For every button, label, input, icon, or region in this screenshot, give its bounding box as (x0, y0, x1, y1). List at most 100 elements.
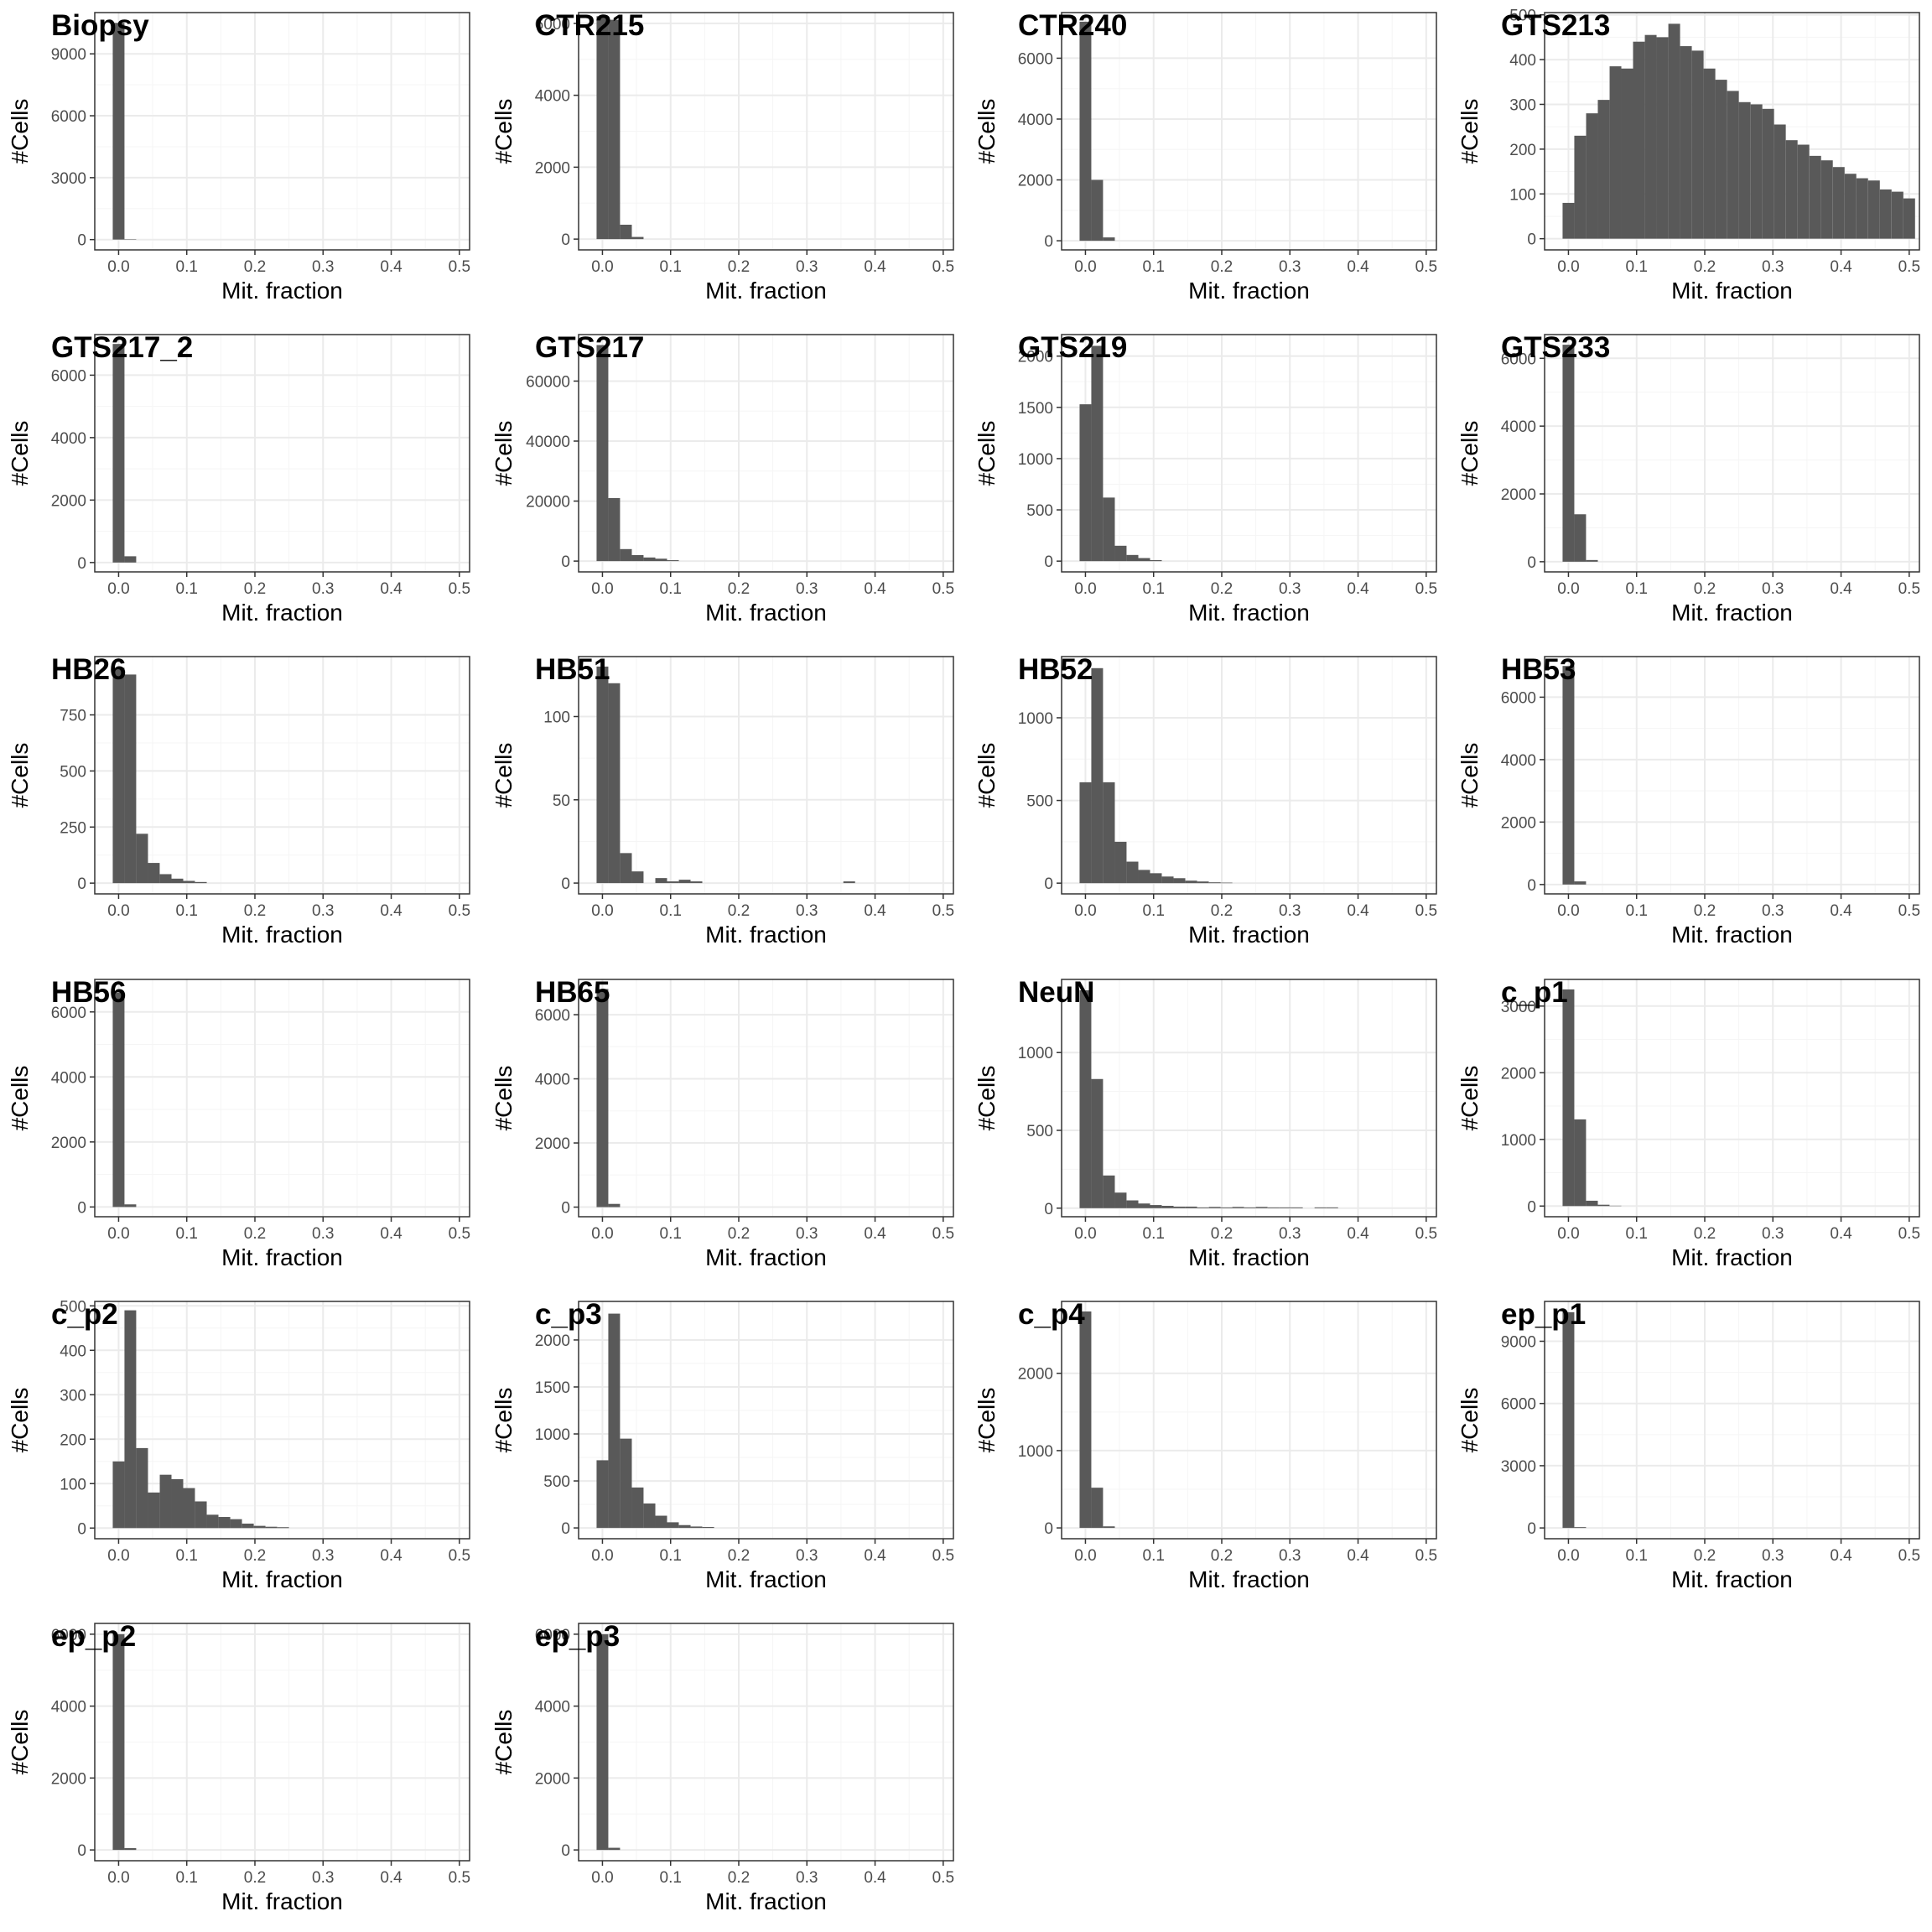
histogram-bar (1126, 554, 1139, 562)
histogram-bar (1644, 34, 1657, 239)
histogram-bar (1103, 237, 1115, 242)
y-tick-label: 3000 (1501, 1458, 1536, 1476)
x-tick-label: 0.2 (1211, 902, 1233, 920)
y-tick-label: 0 (1044, 233, 1053, 251)
y-tick-label: 2000 (51, 1135, 86, 1152)
panel-CTR240: 0.0 0.1 0.2 0.3 0.4 0.5 0 2000 4000 6000 Mit. frac… (974, 9, 1437, 304)
y-tick-label: 2000 (535, 159, 570, 177)
y-tick-label: 60000 (526, 373, 570, 391)
histogram-bar (1079, 21, 1092, 242)
histogram-bar (1797, 144, 1810, 239)
x-tick-label: 0.3 (312, 580, 334, 598)
x-tick-label: 0.5 (932, 1547, 954, 1565)
panel-background (1545, 335, 1919, 572)
y-tick-label: 1000 (1018, 451, 1053, 469)
y-tick-label: 750 (60, 708, 86, 725)
histogram-bar (1562, 1311, 1575, 1529)
histogram-bar (1586, 1200, 1598, 1207)
y-tick-label: 500 (1026, 502, 1053, 520)
panel-title: CTR215 (535, 9, 644, 42)
histogram-bar (171, 878, 184, 884)
histogram-bar (1173, 1206, 1186, 1208)
x-tick-label: 0.4 (1830, 580, 1852, 598)
histogram-bar (253, 1525, 266, 1529)
x-tick-label: 0.0 (107, 1225, 129, 1243)
histogram-bar (124, 1204, 137, 1208)
histogram-bar (643, 1503, 656, 1529)
y-tick-label: 0 (561, 231, 570, 249)
x-tick-label: 0.5 (932, 1225, 954, 1243)
y-tick-label: 400 (60, 1343, 86, 1360)
y-tick-label: 20000 (526, 494, 570, 512)
x-axis-title: Mit. fraction (705, 1244, 827, 1270)
histogram-bar (702, 1526, 714, 1529)
panel-ep_p3: 0.0 0.1 0.2 0.3 0.4 0.5 0 2000 4000 6000 Mit. frac… (491, 1620, 954, 1914)
histogram-bar (1621, 68, 1633, 239)
x-tick-label: 0.1 (176, 1547, 198, 1565)
histogram-bar (277, 1527, 289, 1529)
x-tick-label: 0.0 (107, 902, 129, 920)
histogram-bar (1114, 545, 1127, 562)
panel-ep_p2: 0.0 0.1 0.2 0.3 0.4 0.5 0 2000 4000 6000 Mit. frac… (7, 1620, 470, 1914)
panel-background (95, 979, 470, 1217)
panel-CTR215: 0.0 0.1 0.2 0.3 0.4 0.5 0 2000 4000 6000 Mit. frac… (491, 9, 954, 304)
y-axis-title: #Cells (974, 421, 1000, 486)
x-tick-label: 0.5 (449, 1547, 470, 1565)
x-axis-title: Mit. fraction (705, 600, 827, 626)
x-tick-label: 0.5 (1898, 580, 1920, 598)
histogram-bar (1150, 873, 1162, 884)
histogram-bar (1079, 782, 1092, 884)
histogram-bar (667, 881, 679, 884)
histogram-bar (242, 1523, 254, 1529)
x-tick-label: 0.3 (1762, 1547, 1784, 1565)
x-tick-label: 0.0 (591, 258, 613, 276)
panel-background (1545, 1301, 1919, 1539)
histogram-bar (596, 345, 609, 562)
x-tick-label: 0.2 (1694, 1547, 1716, 1565)
y-tick-label: 1000 (1018, 1443, 1053, 1461)
x-tick-label: 0.0 (107, 1869, 129, 1887)
histogram-bar (1138, 558, 1150, 562)
x-tick-label: 0.0 (591, 580, 613, 598)
histogram-bar (1574, 1119, 1587, 1207)
y-axis-title: #Cells (974, 1388, 1000, 1453)
y-axis-title: #Cells (491, 1388, 517, 1453)
y-tick-label: 100 (1509, 186, 1536, 204)
panel-ep_p1: 0.0 0.1 0.2 0.3 0.4 0.5 0 3000 6000 9000 Mit. frac… (1457, 1298, 1920, 1592)
x-tick-label: 0.0 (1074, 1547, 1096, 1565)
x-tick-label: 0.2 (728, 1225, 750, 1243)
x-axis-title: Mit. fraction (221, 922, 343, 948)
panel-title: HB51 (535, 653, 610, 686)
y-tick-label: 2000 (1018, 1366, 1053, 1384)
histogram-bar (1091, 667, 1104, 884)
histogram-bar (148, 863, 160, 884)
panel-border (1544, 979, 1920, 1218)
histogram-bar (690, 881, 703, 884)
histogram-bar (1091, 1488, 1104, 1529)
x-tick-label: 0.3 (796, 258, 818, 276)
histogram-bar (620, 853, 632, 884)
histogram-bar (1562, 202, 1575, 239)
x-axis-title: Mit. fraction (1671, 922, 1793, 948)
x-tick-label: 0.4 (1830, 902, 1852, 920)
y-tick-label: 2000 (1501, 1065, 1536, 1083)
x-tick-label: 0.1 (176, 580, 198, 598)
panel-title: ep_p3 (535, 1620, 620, 1653)
panel-title: GTS217 (535, 331, 644, 364)
x-tick-label: 0.2 (244, 902, 266, 920)
y-tick-label: 1500 (1018, 400, 1053, 418)
y-tick-label: 0 (77, 1520, 86, 1538)
y-axis-title: #Cells (7, 421, 33, 486)
x-tick-label: 0.3 (1279, 258, 1301, 276)
histogram-bar (1197, 881, 1209, 884)
x-tick-label: 0.4 (864, 1869, 886, 1887)
panel-border (1061, 1301, 1437, 1540)
x-tick-label: 0.2 (728, 1547, 750, 1565)
x-tick-label: 0.5 (932, 580, 954, 598)
x-tick-label: 0.5 (1898, 1547, 1920, 1565)
x-tick-label: 0.1 (1143, 580, 1165, 598)
histogram-bar (195, 881, 207, 884)
y-tick-label: 1000 (1501, 1132, 1536, 1150)
histogram-bar (124, 674, 137, 884)
x-tick-label: 0.4 (864, 902, 886, 920)
